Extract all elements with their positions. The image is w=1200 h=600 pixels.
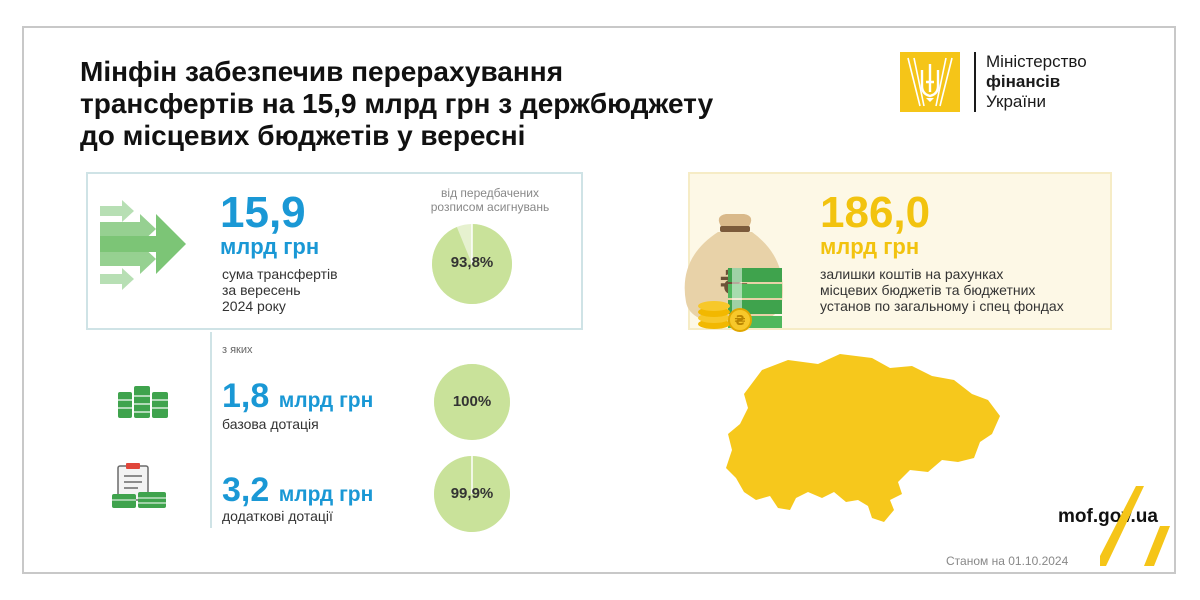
base-subsidy-amount: 1,8 млрд грн: [222, 378, 373, 419]
ministry-name-line-1: Міністерство: [986, 52, 1087, 71]
base-subsidy-pie: [434, 364, 510, 440]
balance-desc-line-2: місцевих бюджетів та бюджетних: [820, 282, 1036, 298]
base-subsidy-value: 1,8: [222, 377, 270, 415]
ministry-name-line-3: України: [986, 92, 1046, 111]
trident-logo-icon: [900, 52, 960, 112]
title-line-2: трансфертів на 15,9 млрд грн з держбюдже…: [80, 88, 714, 119]
balance-description: залишки коштів на рахунках місцевих бюдж…: [820, 266, 1100, 314]
logo-divider: [974, 52, 976, 112]
money-bag-icon: ₴ ₴: [684, 214, 783, 332]
balance-desc-line-3: установ по загальному і спец фондах: [820, 298, 1064, 314]
corner-decoration: [1100, 486, 1170, 566]
ministry-name: Міністерство фінансів України: [986, 52, 1087, 112]
extra-subsidy-description: додаткові дотації: [222, 508, 333, 524]
base-pie-slice: [434, 364, 510, 440]
balance-desc-line-1: залишки коштів на рахунках: [820, 266, 1004, 282]
document-money-icon: [112, 463, 166, 508]
total-value: 15,9: [220, 188, 306, 237]
total-desc-line-1: сума трансфертів: [222, 266, 338, 282]
base-subsidy-description: базова дотація: [222, 416, 319, 432]
total-desc-line-2: за вересень: [222, 282, 301, 298]
page-title: Мінфін забезпечив перерахування трансфер…: [80, 56, 780, 152]
extra-subsidy-value: 3,2: [222, 471, 270, 509]
extra-subsidy-amount: 3,2 млрд грн: [222, 472, 373, 513]
total-desc-line-3: 2024 року: [222, 298, 286, 314]
date-note: Станом на 01.10.2024: [946, 554, 1069, 568]
money-stack-icon: [118, 386, 168, 418]
title-line-1: Мінфін забезпечив перерахування: [80, 56, 564, 87]
breakdown-line: [210, 332, 212, 528]
total-percent-label: 93,8%: [450, 254, 494, 271]
svg-text:₴: ₴: [734, 314, 745, 329]
total-description: сума трансфертів за вересень 2024 року: [222, 266, 382, 314]
total-percent-note: від передбачених розписом асигнувань: [410, 186, 570, 214]
extra-subsidy-percent-label: 99,9%: [450, 485, 494, 502]
title-line-3: до місцевих бюджетів у вересні: [80, 120, 526, 151]
arrows-icon: [100, 200, 186, 290]
balance-value: 186,0: [820, 188, 931, 237]
extra-subsidy-pie: [434, 456, 510, 532]
total-percent-pie: [432, 224, 512, 304]
base-subsidy-percent-label: 100%: [452, 393, 492, 410]
of-which-label: з яких: [222, 344, 253, 356]
extra-subsidy-unit: млрд грн: [278, 483, 374, 506]
ministry-name-line-2: фінансів: [986, 72, 1061, 91]
ukraine-map-icon: [726, 354, 1000, 522]
base-subsidy-unit: млрд грн: [278, 389, 374, 412]
total-unit: млрд грн: [220, 234, 320, 259]
balance-unit: млрд грн: [820, 234, 920, 259]
total-note-line-2: розписом асигнувань: [430, 200, 550, 214]
website-link[interactable]: mof.gov.ua: [1058, 506, 1158, 527]
infographic-frame: [22, 26, 1176, 574]
total-note-line-1: від передбачених: [441, 186, 539, 200]
